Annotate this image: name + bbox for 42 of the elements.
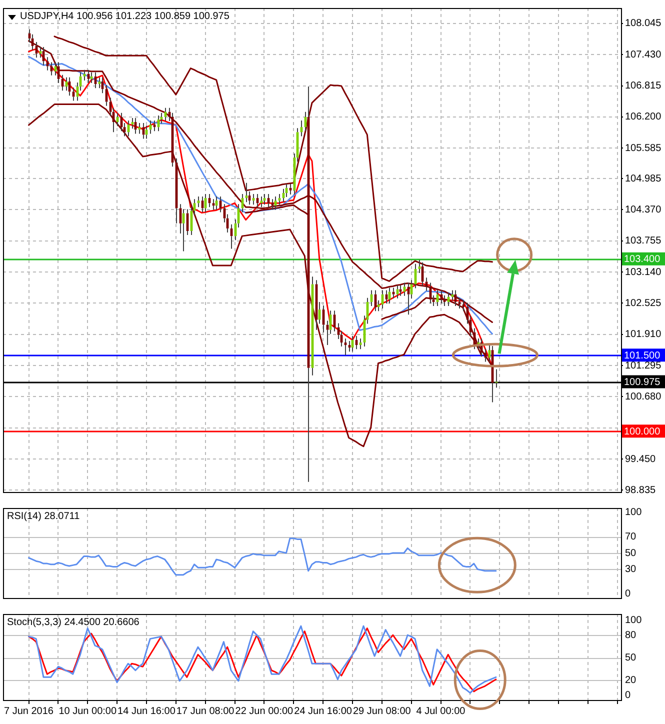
y-tick-label: 102.525 [625,298,662,309]
x-tick-label: 14 Jun 16:00 [118,706,176,717]
y-tick-label: 0 [625,690,631,701]
chart-title: Stoch(5,3,3) 24.4500 20.6606 [7,617,140,629]
candlestick [46,56,49,71]
y-tick-label: 105.585 [625,142,662,154]
y-tick-label: 108.045 [625,18,662,30]
x-tick-label: 4 Jul 00:00 [416,706,466,717]
y-tick-label: 50 [625,652,637,664]
y-tick-label: 80 [625,630,637,641]
y-tick-label: 70 [625,532,637,543]
x-tick-label: 7 Jun 2016 [4,706,54,717]
y-tick-label: 103.755 [625,236,662,247]
y-tick-label: 100 [625,614,642,626]
chart-title: USDJPY,H4 100.956 101.223 100.859 100.975 [20,11,230,23]
y-tick-label: 0 [625,588,631,600]
x-tick-label: 10 Jun 00:00 [58,706,117,717]
y-tick-label: 100 [625,507,642,518]
y-tick-label: 20 [625,674,637,686]
y-tick-label: 106.200 [625,112,662,123]
ref-line-label: 100.000 [624,426,661,438]
y-tick-label: 101.910 [625,329,662,340]
ref-line-label: 103.400 [624,254,661,266]
x-tick-label: 22 Jun 00:00 [235,706,294,717]
y-tick-label: 107.430 [625,49,662,60]
y-tick-label: 30 [625,564,637,575]
y-tick-label: 104.370 [625,204,662,216]
y-tick-label: 101.295 [625,360,662,372]
y-tick-label: 104.985 [625,173,662,184]
ref-line-label: 101.500 [624,350,661,362]
y-tick-label: 99.450 [625,454,656,465]
candlestick [403,282,406,296]
y-tick-label: 106.815 [625,80,662,92]
y-tick-label: 98.835 [625,484,656,496]
x-tick-label: 17 Jun 08:00 [176,706,235,717]
x-tick-label: 24 Jun 16:00 [294,706,352,717]
ref-line-label: 100.975 [624,377,661,388]
x-tick-label: 29 Jun 08:00 [352,706,412,717]
y-tick-label: 103.140 [625,266,662,278]
y-tick-label: 50 [625,548,637,559]
y-tick-label: 100.680 [625,391,662,402]
chart-title: RSI(14) 28.0711 [7,511,80,523]
